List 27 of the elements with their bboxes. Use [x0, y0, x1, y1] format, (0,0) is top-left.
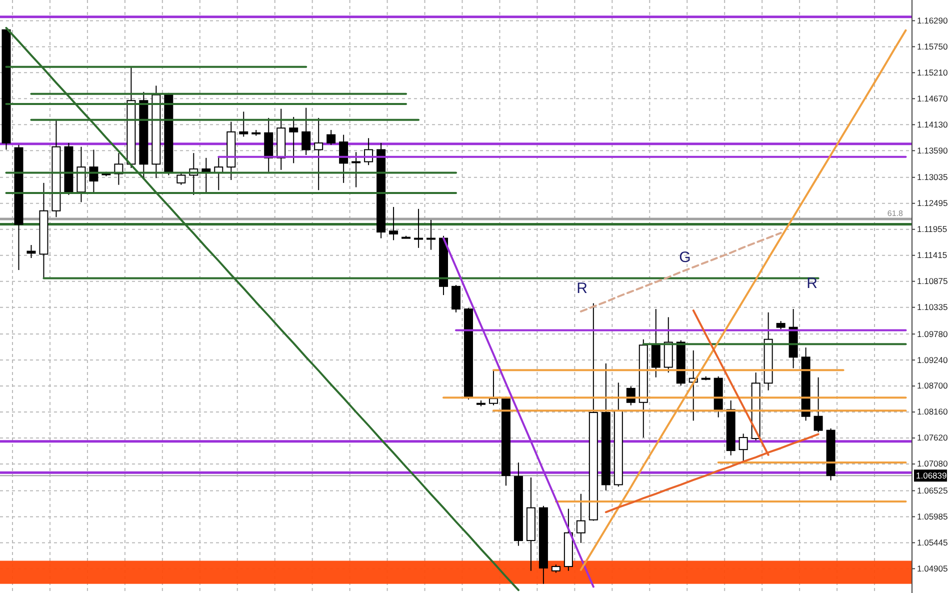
- annotation: 61.8: [887, 209, 904, 218]
- y-tick-label: 1.07080: [917, 458, 948, 469]
- y-tick-label: 1.09240: [917, 354, 948, 365]
- y-tick-label: 1.16290: [917, 15, 948, 26]
- y-tick-label: 1.11955: [917, 224, 948, 234]
- y-tick-label: 1.14670: [917, 93, 948, 104]
- ref-line-label: 1.06839: [916, 470, 947, 480]
- y-tick-label: 1.05445: [917, 537, 948, 548]
- y-tick-label: 1.06525: [917, 485, 948, 496]
- y-tick-label: 1.15210: [917, 67, 948, 78]
- y-tick-label: 1.13035: [917, 172, 948, 182]
- y-tick-label: 1.05985: [917, 511, 948, 522]
- y-tick-label: 1.11415: [917, 250, 948, 260]
- y-tick-label: 1.15750: [917, 41, 948, 52]
- y-tick-label: 1.04905: [917, 563, 948, 574]
- y-tick-label: 1.14130: [917, 119, 948, 130]
- annotation: R: [576, 280, 588, 297]
- y-tick-label: 1.13590: [917, 145, 948, 156]
- y-tick-label: 1.09780: [917, 328, 948, 339]
- annotation: R: [806, 275, 818, 292]
- y-tick-label: 1.07620: [917, 432, 948, 443]
- y-tick-label: 1.12495: [917, 198, 948, 208]
- y-tick-label: 1.08160: [917, 406, 948, 417]
- annotation: G: [679, 249, 691, 266]
- y-tick-label: 1.08700: [917, 380, 948, 391]
- y-tick-label: 1.10875: [917, 276, 948, 286]
- y-tick-label: 1.10335: [917, 302, 948, 312]
